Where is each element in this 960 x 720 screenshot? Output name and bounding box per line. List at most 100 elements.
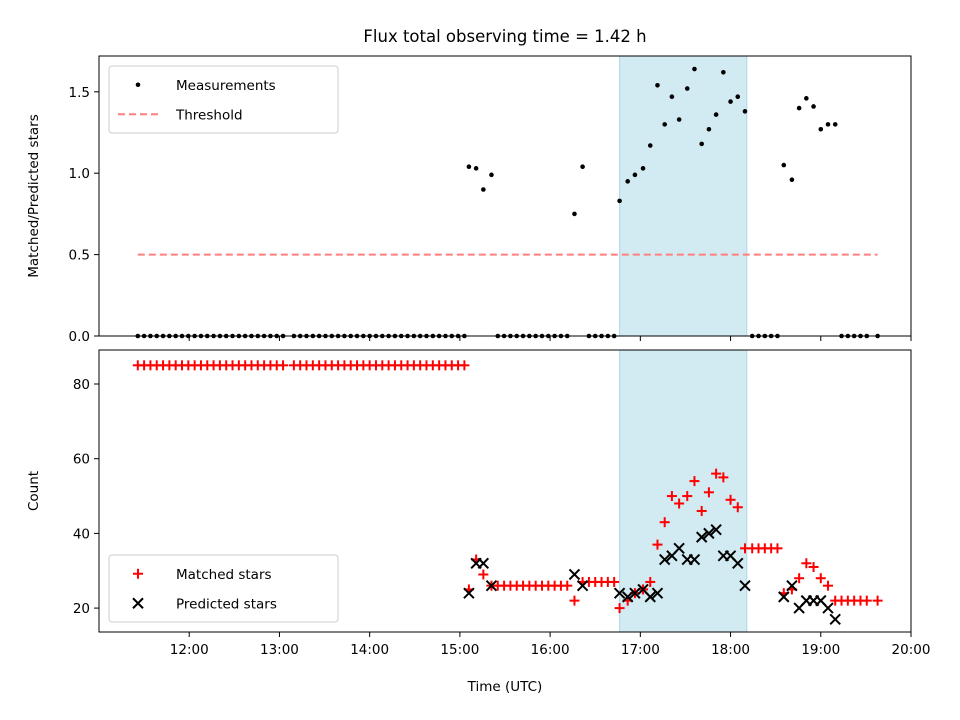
x-tick-label: 14:00	[350, 642, 389, 658]
bottom-axes-frame	[98, 349, 912, 633]
x-axis-label: Time (UTC)	[467, 679, 543, 695]
y-tick-label: 20	[73, 601, 90, 617]
measurements-point	[811, 104, 816, 109]
measurements-point	[706, 126, 712, 132]
predicted-stars-point	[621, 591, 634, 603]
predicted-stars-point	[463, 587, 475, 599]
measurements-point	[625, 179, 631, 184]
x-tick-label: 12:00	[170, 642, 209, 658]
predicted-stars-point	[568, 568, 581, 581]
matched-stars-point	[652, 539, 663, 550]
measurements-point	[662, 122, 667, 127]
matched-stars-point	[609, 576, 620, 587]
y-tick-label: 1.5	[69, 85, 90, 101]
predicted-stars-point	[477, 557, 490, 569]
measurements-point	[489, 172, 494, 178]
measurements-point	[676, 117, 682, 122]
bottom-y-axis-label: Count	[26, 471, 42, 511]
legend-box	[108, 554, 339, 623]
observing-window-shade	[619, 349, 748, 633]
x-tick-label: 16:00	[531, 642, 570, 658]
measurements-point	[825, 122, 831, 127]
predicted-stars-point	[673, 542, 685, 555]
matched-stars-point	[696, 505, 707, 516]
matched-stars-point	[674, 498, 685, 509]
predicted-stars-point	[576, 579, 589, 592]
predicted-stars-point	[778, 591, 790, 603]
measurements-point	[804, 96, 809, 101]
x-tick-label: 18:00	[711, 642, 750, 658]
legend-matched-stars-label: Matched stars	[176, 567, 272, 583]
matched-stars-point	[666, 491, 677, 502]
predicted-stars-point	[695, 531, 708, 543]
measurements-point	[640, 166, 646, 171]
measurements-point	[572, 211, 577, 217]
matched-stars-point	[478, 569, 489, 580]
matched-stars-point	[808, 562, 819, 573]
bottom-panel-count-plot: 12:00 13:00 14:00 15:00 16:00 17:00 18:00 19:00…	[26, 349, 931, 695]
predicted-stars-point	[644, 591, 656, 603]
measurements-point	[684, 86, 690, 91]
measurements-point	[481, 187, 486, 192]
y-tick-label: 1.0	[69, 166, 90, 182]
legend-predicted-stars-label: Predicted stars	[176, 596, 277, 612]
x-tick-label: 17:00	[621, 642, 660, 658]
predicted-stars-point	[485, 579, 498, 592]
predicted-stars-point	[629, 587, 641, 599]
predicted-stars-point	[658, 553, 671, 566]
measurements-point	[781, 162, 787, 168]
measurements-point	[632, 172, 638, 178]
predicted-stars-point	[786, 579, 798, 592]
measurements-point	[721, 69, 726, 75]
matched-stars-point	[772, 543, 783, 554]
measurements-point	[647, 143, 653, 148]
matched-stars-point	[801, 558, 812, 569]
matched-stars-point	[562, 580, 573, 591]
matched-stars-point	[822, 580, 833, 591]
matched-stars-point	[718, 472, 729, 483]
measurements-point	[796, 105, 802, 111]
legend-predicted-stars-swatch	[132, 597, 144, 609]
matched-stars-point	[732, 502, 743, 513]
measurements-point	[713, 112, 719, 117]
top-axes-frame	[98, 55, 912, 337]
matched-stars-point	[569, 595, 580, 606]
observing-window-shade	[619, 55, 748, 337]
bottom-legend: Matched stars Predicted stars	[108, 554, 339, 623]
predicted-stars-point	[822, 602, 834, 614]
measurements-point	[818, 126, 824, 132]
y-tick-label: 60	[73, 452, 90, 468]
matched-stars-point	[278, 360, 289, 371]
x-tick-label: 13:00	[260, 642, 299, 658]
top-y-axis-label: Matched/Predicted stars	[26, 114, 42, 277]
top-panel-ratio-plot: 0.0 0.5 1.0 1.5 Flux total observing time =…	[26, 27, 912, 345]
measurements-point	[655, 83, 660, 88]
matched-stars-point	[711, 468, 722, 479]
matched-stars-point	[725, 494, 736, 505]
predicted-stars-point	[688, 553, 701, 566]
matched-stars-point	[861, 595, 872, 606]
measurements-point	[742, 109, 748, 114]
matched-stars-point	[645, 576, 656, 587]
legend-matched-stars-swatch	[133, 568, 143, 579]
predicted-stars-point	[732, 557, 744, 569]
matched-stars-point	[659, 517, 670, 528]
matched-stars-point	[459, 360, 470, 371]
x-tick-label: 15:00	[440, 642, 479, 658]
legend-measurements-swatch	[135, 82, 141, 88]
y-tick-label: 40	[73, 526, 90, 542]
matched-stars-point	[703, 487, 714, 498]
legend-threshold-label: Threshold	[175, 107, 243, 123]
matched-stars-point	[682, 491, 693, 502]
chart-title: Flux total observing time = 1.42 h	[363, 27, 646, 46]
measurements-point	[692, 66, 697, 72]
predicted-stars-point	[651, 587, 664, 599]
matched-stars-point	[872, 595, 883, 606]
measurements-point	[466, 164, 472, 169]
x-tick-label: 20:00	[892, 642, 931, 658]
predicted-stars-point	[703, 527, 715, 540]
measurements-point	[832, 122, 838, 127]
measurements-point	[728, 99, 733, 104]
measurements-point	[473, 166, 479, 171]
